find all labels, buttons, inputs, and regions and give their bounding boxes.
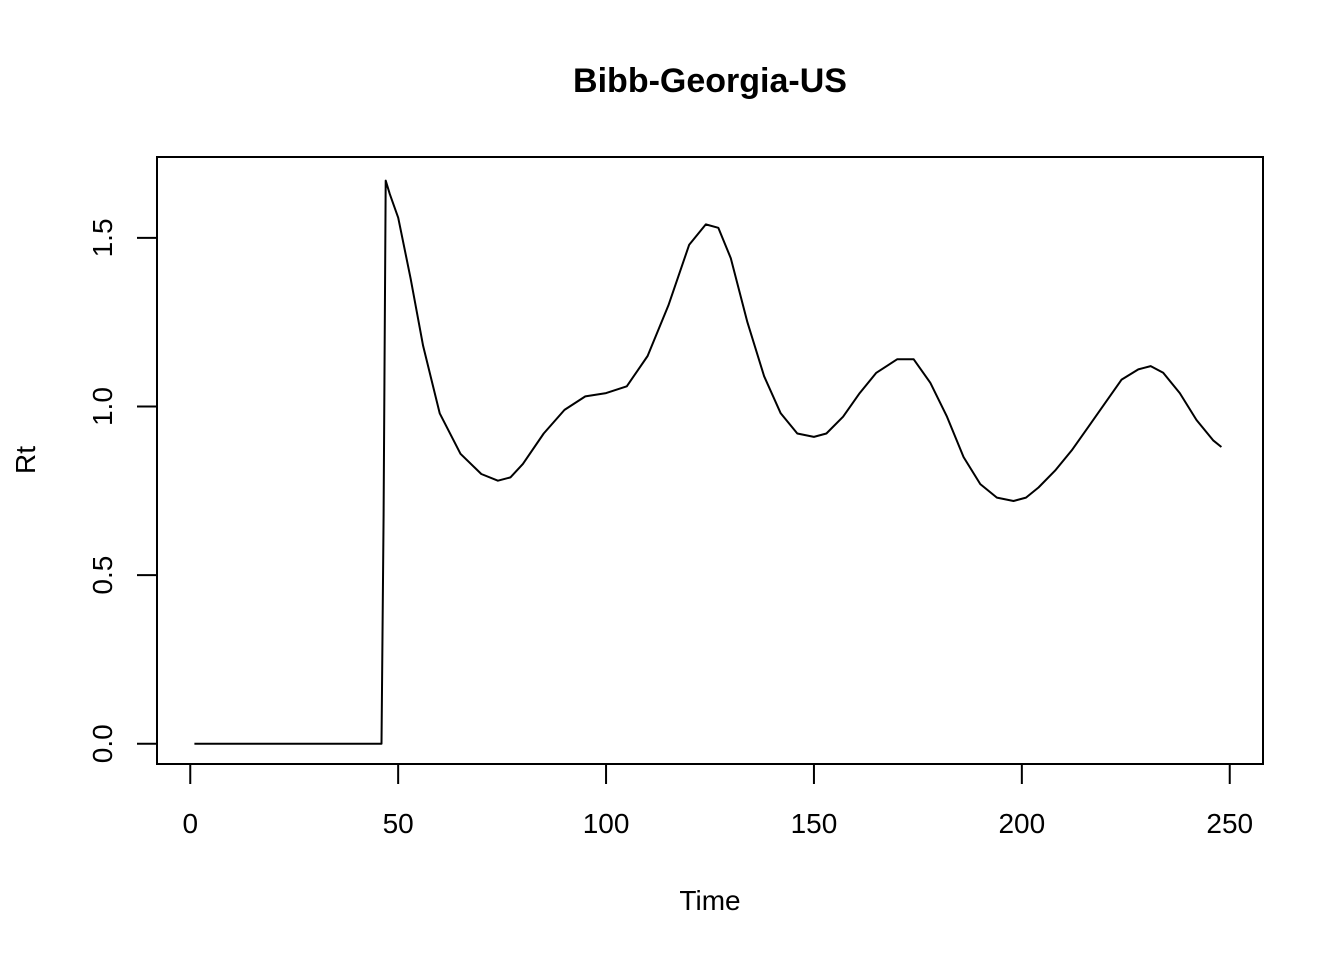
y-tick-label: 0.5	[87, 556, 118, 595]
chart-title: Bibb-Georgia-US	[573, 62, 847, 100]
x-axis-label: Time	[679, 885, 740, 916]
plot-frame	[156, 156, 1264, 765]
y-tick-label: 1.5	[87, 218, 118, 257]
y-axis-label: Rt	[10, 446, 41, 474]
y-tick-label: 0.0	[87, 724, 118, 763]
y-tick-label: 1.0	[87, 387, 118, 426]
y-axis: 0.0 0.5 1.0 1.5	[87, 218, 158, 763]
x-tick-label: 150	[791, 808, 838, 839]
x-axis: 0 50 100 150 200 250	[182, 763, 1253, 839]
x-tick-label: 250	[1206, 808, 1253, 839]
rt-series-line	[194, 179, 1223, 745]
x-tick-label: 50	[383, 808, 414, 839]
x-tick-label: 0	[182, 808, 198, 839]
x-tick-label: 200	[998, 808, 1045, 839]
x-tick-label: 100	[583, 808, 630, 839]
